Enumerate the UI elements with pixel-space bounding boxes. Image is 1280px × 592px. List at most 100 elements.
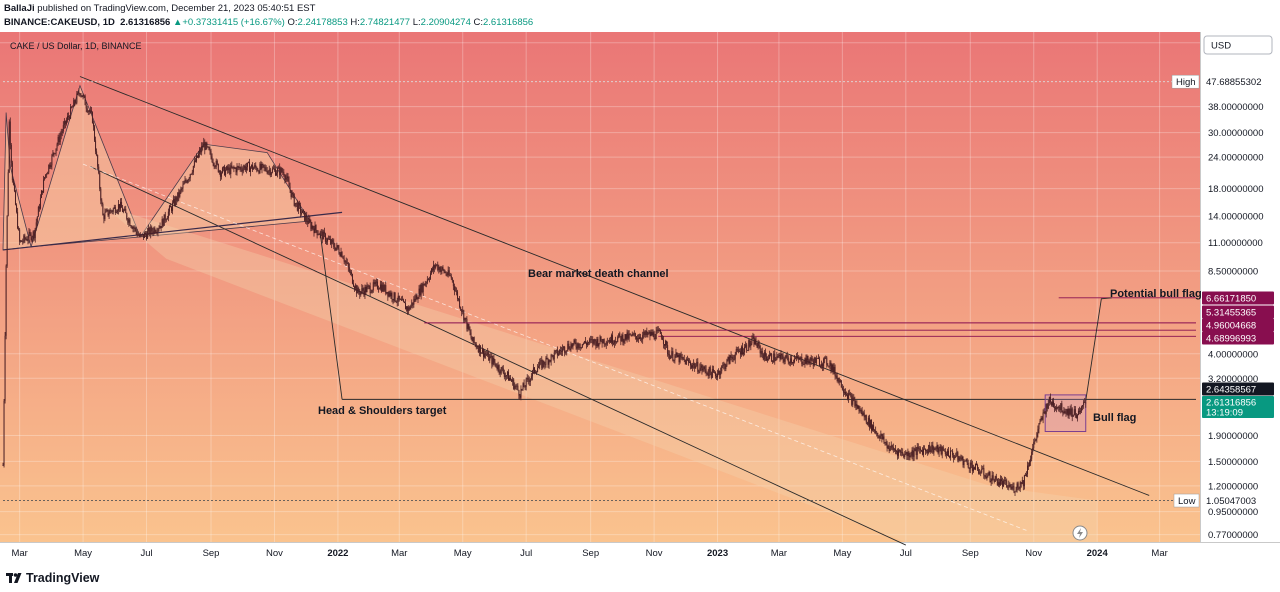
candle-body [807,355,809,361]
candle-body [114,206,116,213]
candle-body [203,142,205,148]
candle-body [1059,406,1061,410]
candle-body [662,339,664,345]
candle-body [937,445,939,453]
candle-body [773,353,775,363]
candle-body [779,354,781,359]
candle-body [257,170,259,172]
candle-body [743,352,745,355]
candle-body [419,288,421,296]
candle-body [774,353,776,361]
time-axis[interactable]: Mar May Jul Sep Nov 2022 Mar May Jul Sep Nov 2023 Ma… [11,548,1167,559]
candle-body [373,282,375,285]
candle-body [213,163,215,167]
candle-body [925,449,927,451]
candle-body [18,228,20,230]
candle-body [638,338,640,340]
candle-body [931,444,933,450]
candle-body [644,331,646,336]
candle-body [273,168,275,170]
candle-body [527,377,529,381]
currency-label[interactable]: USD [1211,41,1231,52]
candle-body [138,234,140,237]
candle-body [431,268,433,274]
candle-body [698,371,700,373]
candle-body [776,356,778,360]
candle-body [820,365,822,367]
candle-body [468,324,470,330]
candle-body [582,343,584,345]
candle-body [979,472,981,474]
candle-body [980,472,982,474]
candle-body [189,174,191,179]
candle-body [649,331,651,336]
candle-body [275,169,277,176]
candle-body [961,456,963,460]
candles [2,88,1087,496]
candle-body [620,335,622,342]
candle-body [592,339,594,344]
candle-body [262,164,264,165]
candle-body [47,172,49,175]
price-tick-label: 18.00000000 [1208,184,1263,195]
candle-body [821,364,823,366]
candle-body [321,231,323,240]
candle-body [1017,483,1019,488]
candle-body [886,442,888,449]
candle-body [772,360,774,363]
candle-body [400,299,402,301]
candle-body [700,365,702,368]
candle-body [574,340,576,343]
level-tag-bg [1202,318,1274,332]
candle-body [853,397,855,400]
candle-body [333,242,335,247]
candle-body [1064,411,1066,413]
candle-body [555,349,557,351]
candle-body [894,449,896,452]
high-tag-bg [1171,74,1200,89]
candle-body [841,387,843,390]
candle-body [297,203,299,211]
candle-body [855,404,857,407]
candle-body [1048,396,1050,403]
candle-body [125,208,127,214]
candle-body [379,288,381,290]
candle-body [426,279,428,283]
candle-body [653,332,655,339]
candle-body [906,452,908,456]
candle-body [492,358,494,365]
candle-body [457,291,459,299]
candle-body [462,310,464,312]
candle-body [270,172,272,175]
author[interactable]: BallaJi [4,3,35,14]
candle-body [1038,423,1040,430]
candle-body [787,357,789,362]
candle-body [769,354,771,359]
candle-body [598,343,600,347]
time-tick-label: Nov [646,548,663,559]
candle-body [214,166,216,168]
candle-body [635,336,637,340]
candle-body [657,329,659,331]
price-tick-label: 14.00000000 [1208,212,1263,223]
candle-body [484,353,486,357]
candle-body [805,358,807,364]
candle-body [201,146,203,153]
currency-box[interactable] [1203,35,1273,55]
candle-body [1013,486,1015,493]
candle-body [343,258,345,262]
candle-body [872,425,874,431]
candle-body [958,457,960,461]
candle-body [243,165,245,169]
tradingview-logo[interactable]: TradingView [6,571,99,585]
candle-body [943,450,945,452]
candle-body [51,155,53,166]
candle-body [740,346,742,355]
candle-body [340,252,342,257]
candle-body [890,445,892,449]
candle-body [478,345,480,353]
candle-body [1031,452,1033,459]
currency-selector[interactable]: USD [1203,35,1273,55]
replay-icon[interactable] [1072,525,1088,541]
price-chart[interactable]: 68.0000000038.0000000030.0000000024.0000… [0,32,1280,564]
